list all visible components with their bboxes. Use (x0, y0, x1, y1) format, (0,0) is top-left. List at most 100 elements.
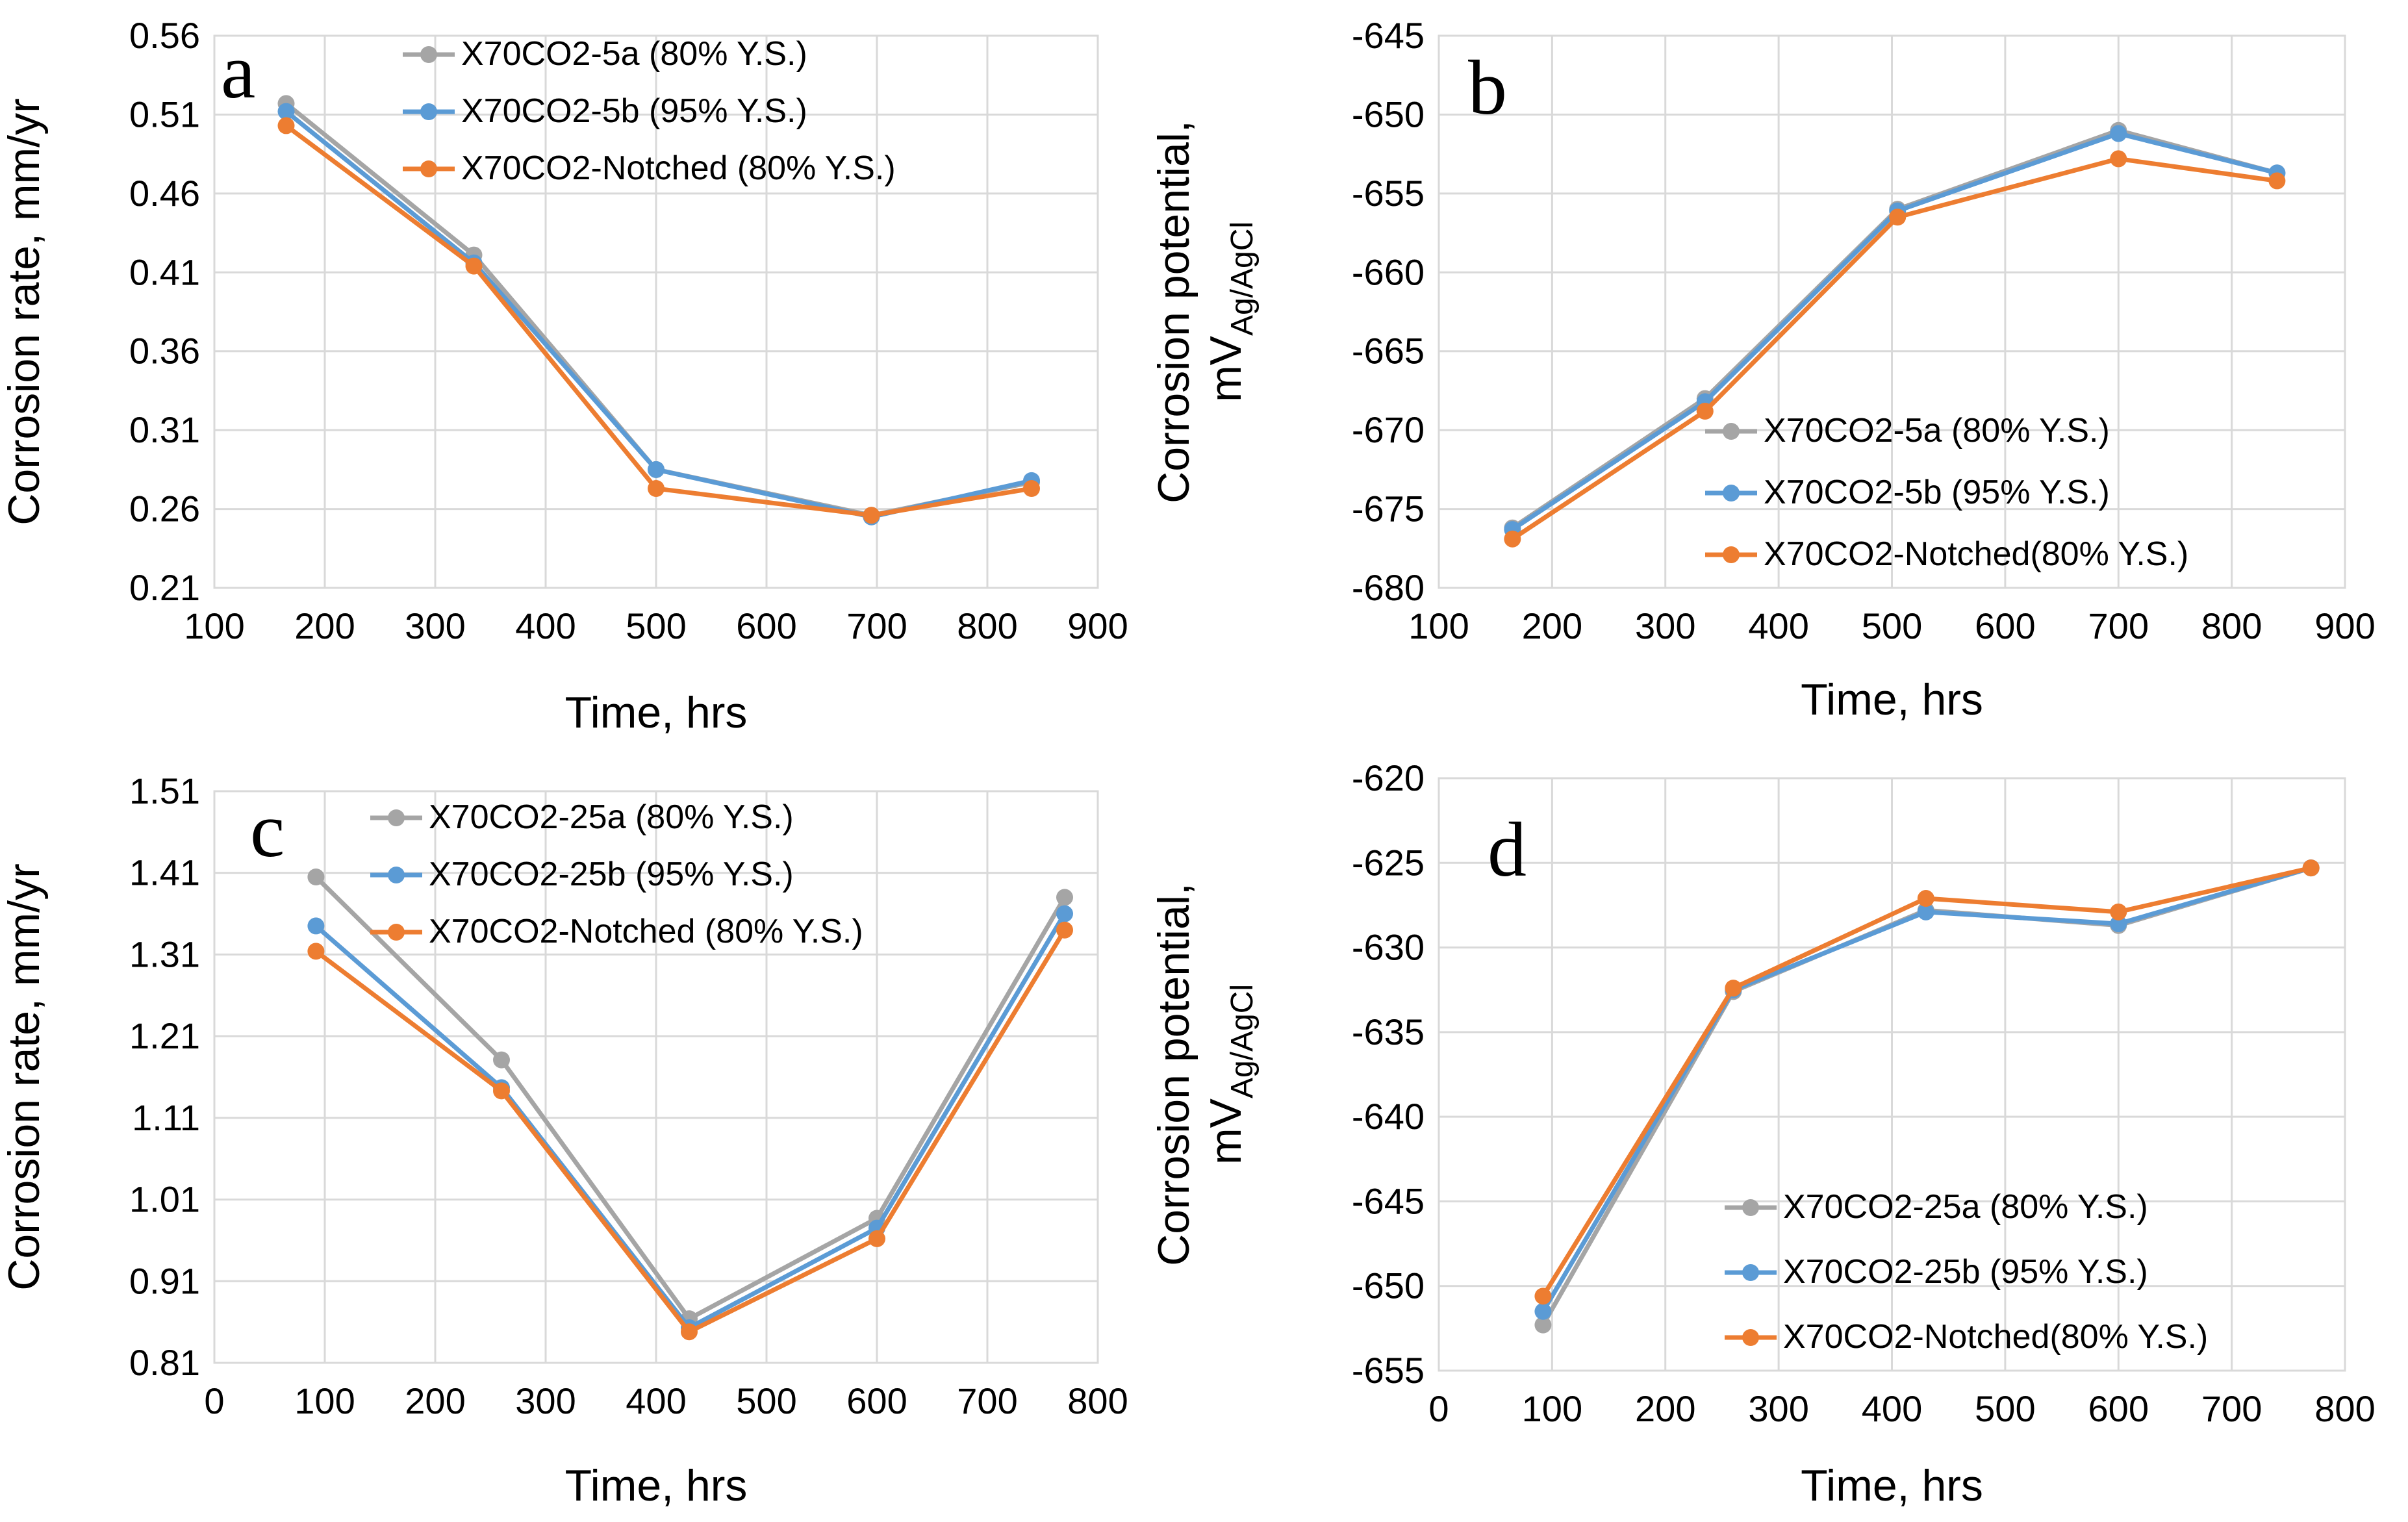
y-tick-label: 0.21 (129, 567, 200, 608)
legend-entry: X70CO2-Notched(80% Y.S.) (1764, 535, 2188, 573)
data-point (1917, 903, 1934, 920)
series-line-3 (1541, 865, 2312, 1298)
data-point (863, 507, 880, 524)
x-tick-label: 900 (1067, 605, 1128, 646)
y-axis-title: Corrosion rate, mm/yr (0, 98, 49, 525)
data-point (1056, 921, 1073, 939)
data-point (277, 117, 295, 134)
legend-entry: X70CO2-5a (80% Y.S.) (1764, 412, 2110, 450)
legend-entry: X70CO2-Notched (80% Y.S.) (461, 149, 896, 187)
data-point (1889, 209, 1907, 226)
legend-entry: X70CO2-5b (95% Y.S.) (1764, 474, 2110, 511)
x-tick-label: 500 (626, 605, 686, 646)
y-tick-label: 0.91 (129, 1260, 200, 1301)
data-point (465, 257, 483, 275)
x-tick-label: 700 (2201, 1388, 2262, 1429)
x-tick-label: 600 (2088, 1388, 2149, 1429)
legend-entry: X70CO2-25b (95% Y.S.) (1783, 1253, 2148, 1291)
x-tick-label: 300 (515, 1380, 576, 1421)
y-tick-label: -660 (1352, 251, 1425, 292)
x-tick-label: 700 (846, 605, 907, 646)
y-tick-label: 1.21 (129, 1015, 200, 1056)
legend-swatch-marker (1742, 1199, 1759, 1216)
y-tick-label: 0.26 (129, 488, 200, 529)
x-tick-label: 800 (2201, 605, 2262, 646)
panel-d: 0 100 200 300 400 500 600 700 800 -620 -625 -630 -63… (1149, 757, 2376, 1510)
legend-swatch-marker (388, 924, 405, 941)
x-tick-label: 800 (2314, 1388, 2375, 1429)
plot-area-border (1438, 777, 2346, 1372)
plot-area-border (213, 34, 1099, 589)
y-tick-label: -665 (1352, 331, 1425, 372)
y-tick-label: -645 (1352, 15, 1425, 56)
y-tick-label: -675 (1352, 488, 1425, 529)
data-point (1056, 889, 1073, 906)
y-tick-label: -640 (1352, 1096, 1425, 1137)
x-tick-label: 400 (1862, 1388, 1922, 1429)
data-point (307, 869, 325, 885)
x-tick-label: 500 (1862, 605, 1922, 646)
y-tick-label: 0.81 (129, 1342, 200, 1383)
data-point (2110, 150, 2127, 168)
series-line-1 (1511, 128, 2278, 530)
data-point (2302, 859, 2320, 877)
data-point (1534, 1287, 1552, 1305)
legend-swatch-marker (1723, 485, 1740, 501)
y-tick-label: 0.46 (129, 173, 200, 214)
y-tick-label: -635 (1352, 1011, 1425, 1052)
y-axis-title-line2: mVAg/AgCl (1201, 984, 1260, 1165)
x-tick-label: 400 (1748, 605, 1808, 646)
y-tick-label: -620 (1352, 757, 1425, 798)
legend-swatch-marker (420, 103, 437, 120)
x-tick-label: 300 (405, 605, 465, 646)
data-point (493, 1082, 510, 1100)
data-point (681, 1323, 698, 1341)
x-axis-title: Time, hrs (565, 1461, 748, 1510)
data-point (307, 943, 325, 960)
legend-entry: X70CO2-Notched (80% Y.S.) (429, 913, 863, 950)
y-tick-label: 0.31 (129, 409, 200, 450)
x-tick-label: 200 (1635, 1388, 1695, 1429)
legend-swatch-marker (420, 160, 437, 177)
x-tick-label: 700 (957, 1380, 1017, 1421)
data-point (1696, 403, 1714, 420)
legend-entry: X70CO2-25a (80% Y.S.) (1783, 1188, 2148, 1226)
data-point (648, 480, 665, 497)
y-tick-label: 1.51 (129, 770, 200, 811)
y-tick-label: 1.31 (129, 933, 200, 974)
data-point (307, 917, 325, 935)
y-tick-label: 1.11 (132, 1097, 200, 1138)
y-tick-label: 1.41 (129, 852, 200, 893)
data-point (2110, 915, 2127, 933)
y-tick-label: -655 (1352, 173, 1425, 214)
x-tick-label: 100 (294, 1380, 355, 1421)
y-axis-unit-subscript: Ag/AgCl (1225, 984, 1260, 1098)
y-tick-label: 0.56 (129, 15, 200, 56)
panel-a: 100 200 300 400 500 600 700 800 900 0.21 0.26 0.31 0… (0, 15, 1128, 737)
y-tick-label: 0.51 (129, 94, 200, 134)
data-point (1534, 1316, 1552, 1334)
x-tick-label: 600 (1975, 605, 2035, 646)
y-tick-label: 1.01 (129, 1179, 200, 1220)
x-tick-label: 800 (957, 605, 1017, 646)
panel-b: 100 200 300 400 500 600 700 800 900 -645 -650 -655 -… (1149, 15, 2376, 724)
x-tick-label: 0 (204, 1380, 224, 1421)
x-tick-label: 900 (2314, 605, 2375, 646)
y-axis-title: Corrosion rate, mm/yr (0, 863, 49, 1290)
y-tick-label: 0.36 (129, 331, 200, 372)
legend-swatch-marker (388, 867, 405, 883)
x-tick-label: 100 (1522, 1388, 1582, 1429)
legend-entry: X70CO2-5a (80% Y.S.) (461, 35, 807, 73)
series-line-2 (1541, 865, 2312, 1313)
data-point (648, 461, 665, 478)
y-axis-title-line1: Corrosion potential, (1149, 120, 1198, 503)
legend-entry: X70CO2-25a (80% Y.S.) (429, 798, 794, 836)
x-tick-label: 500 (736, 1380, 796, 1421)
data-point (277, 103, 295, 120)
x-tick-label: 500 (1975, 1388, 2035, 1429)
legend-swatch-marker (420, 46, 437, 63)
data-point (1504, 530, 1521, 548)
series-line-2 (314, 912, 1067, 1330)
x-tick-label: 600 (736, 605, 796, 646)
